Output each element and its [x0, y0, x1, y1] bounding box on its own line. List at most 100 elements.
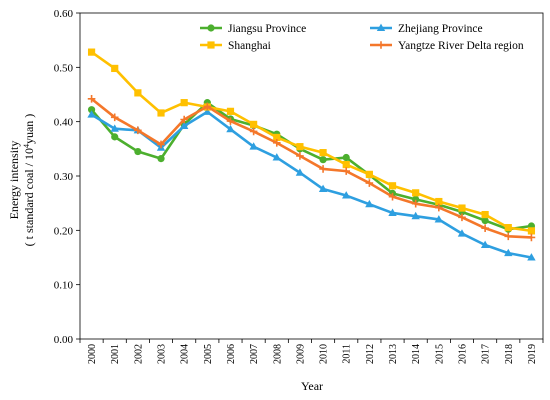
data-point [87, 106, 96, 114]
series-line [90, 97, 532, 239]
x-tick-label: 2012 [365, 344, 376, 364]
data-point [342, 191, 351, 199]
x-tick-label: 2002 [133, 344, 144, 364]
data-point [157, 140, 165, 149]
data-point [504, 224, 512, 232]
series-layer [87, 48, 536, 261]
y-tick-label: 0.30 [54, 171, 74, 183]
x-tick-label: 2005 [203, 344, 214, 364]
data-point [365, 179, 374, 187]
y-axis-title-line1: Energy intensity [7, 141, 21, 220]
plot-frame [79, 12, 544, 340]
legend-entry-1: Zhejiang Province [370, 23, 483, 35]
data-point [388, 192, 397, 201]
x-tick-label: 2019 [527, 344, 538, 364]
data-point [319, 156, 327, 164]
data-point [481, 210, 489, 219]
data-point [295, 168, 305, 176]
data-point [87, 95, 96, 103]
series-line [90, 51, 532, 233]
data-point [388, 182, 397, 190]
legend-marker [207, 41, 215, 49]
legend: Jiangsu Province Zhejiang Province Shangha… [200, 23, 524, 52]
data-point [504, 232, 513, 241]
data-point [412, 195, 420, 203]
data-point [249, 142, 258, 150]
data-point [272, 139, 281, 147]
data-point [296, 143, 304, 151]
legend-label: Zhejiang Province [398, 23, 483, 35]
data-point [481, 216, 489, 225]
legend-label: Jiangsu Province [228, 23, 306, 35]
legend-entry-3: Yangtze River Delta region [370, 40, 524, 52]
data-point [226, 107, 235, 115]
data-point [134, 147, 142, 156]
x-tick-label: 2003 [157, 344, 168, 364]
data-point [412, 189, 420, 197]
data-point [318, 184, 328, 193]
legend-label: Yangtze River Delta region [398, 40, 524, 52]
data-point [134, 126, 142, 135]
data-point [411, 211, 420, 220]
data-point [111, 133, 119, 141]
data-point [226, 117, 235, 125]
x-tick-label: 2009 [295, 344, 306, 364]
x-tick-label: 2008 [272, 344, 283, 364]
series-1 [87, 107, 536, 261]
x-tick-label: 2014 [411, 344, 422, 364]
data-point [180, 99, 188, 107]
data-point [249, 127, 258, 136]
data-point [134, 89, 142, 97]
data-point [319, 149, 327, 157]
data-point [342, 153, 350, 162]
data-point [203, 102, 212, 111]
x-tick-label: 2016 [457, 344, 468, 364]
data-point [365, 170, 373, 178]
data-point [457, 229, 467, 237]
data-point [87, 110, 96, 118]
x-tick-label: 2006 [226, 344, 237, 364]
x-tick-label: 2015 [434, 344, 445, 364]
data-point [226, 124, 235, 133]
y-tick-label: 0.00 [54, 334, 74, 346]
data-point [388, 208, 397, 216]
data-point [157, 109, 165, 117]
x-tick-label: 2001 [110, 344, 121, 364]
data-point [296, 152, 304, 160]
data-point [365, 199, 374, 208]
y-tick-label: 0.60 [54, 8, 74, 20]
x-tick-label: 2004 [180, 344, 191, 364]
data-point [435, 197, 443, 206]
y-axis-title: Energy intensity ( t standard coal / 104… [7, 114, 36, 247]
y-tick-label: 0.50 [54, 62, 74, 74]
data-point [180, 115, 188, 124]
data-point [111, 64, 119, 73]
data-point [87, 48, 96, 56]
data-point [480, 240, 490, 249]
legend-entry-2: Shanghai [200, 40, 271, 52]
data-point [481, 224, 489, 232]
data-point [527, 227, 536, 235]
x-tick-label: 2000 [87, 344, 98, 364]
data-point [250, 120, 258, 128]
data-point [504, 248, 513, 257]
legend-marker [376, 23, 386, 31]
series-line [90, 101, 532, 231]
data-point [527, 233, 536, 242]
legend-entry-0: Jiangsu Province [200, 23, 306, 35]
legend-marker [377, 41, 385, 49]
data-point [203, 107, 212, 115]
series-0 [87, 99, 536, 233]
data-point [157, 155, 165, 163]
data-point [411, 199, 420, 208]
data-point [458, 204, 466, 212]
data-point [527, 253, 536, 261]
data-point [179, 121, 189, 130]
y-tick-label: 0.10 [54, 280, 74, 292]
data-point [110, 124, 119, 132]
data-point [434, 215, 444, 223]
x-tick-label: 2011 [342, 344, 353, 364]
data-point [342, 160, 350, 169]
series-3 [87, 95, 536, 242]
